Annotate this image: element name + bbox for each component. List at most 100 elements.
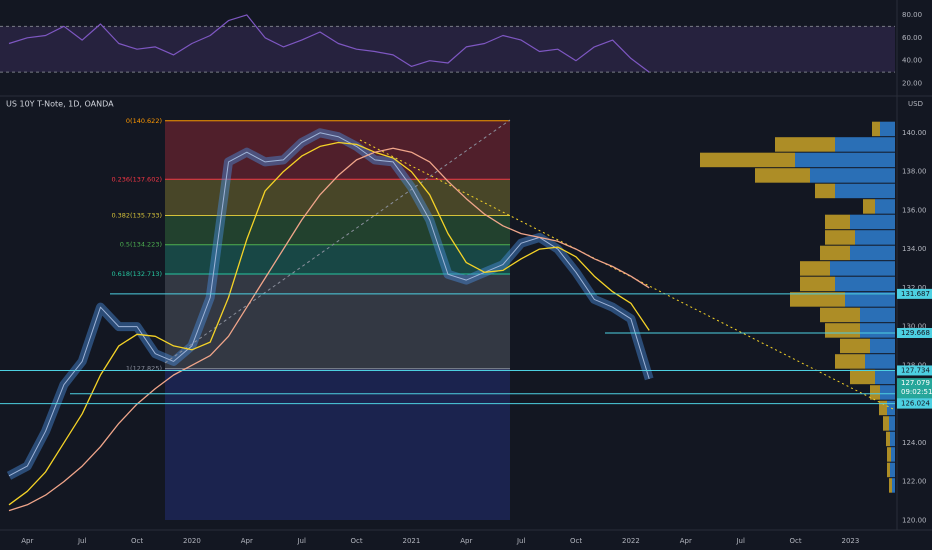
profile-down — [800, 276, 835, 292]
profile-down — [863, 199, 875, 214]
profile-down — [887, 447, 891, 462]
profile-down — [820, 307, 860, 323]
fib-label: 0.382(135.733) — [111, 211, 162, 219]
y-tick-label: 122.00 — [902, 478, 927, 486]
fib-label: 0.236(137.602) — [111, 175, 162, 183]
profile-up — [835, 137, 895, 152]
x-tick-label: 2020 — [183, 537, 201, 545]
level-tag — [897, 365, 932, 376]
profile-up — [891, 447, 895, 462]
y-tick-label: 128.00 — [902, 361, 927, 369]
y-tick-label: 130.00 — [902, 323, 927, 331]
y-tick-label: 140.00 — [902, 129, 927, 137]
profile-down — [840, 338, 870, 354]
fib-label: 0(140.622) — [126, 117, 162, 125]
profile-down — [883, 416, 889, 431]
background-layer — [0, 25, 895, 520]
currency-label: USD — [908, 100, 923, 108]
y-tick-label: 124.00 — [902, 439, 927, 447]
profile-up — [865, 354, 895, 369]
profile-down — [825, 230, 855, 245]
profile-up — [850, 245, 895, 261]
profile-up — [889, 416, 895, 431]
level-label: 127.734 — [901, 366, 930, 374]
profile-down — [820, 245, 850, 261]
profile-up — [880, 385, 895, 400]
countdown-label: 09:02:51 — [901, 388, 932, 396]
foreground-layer: 20.00 40.00 60.00 80.00 120.00 122.00 124.00 12… — [0, 11, 932, 545]
profile-down — [872, 121, 880, 137]
profile-down — [850, 369, 875, 385]
x-tick-label: 2022 — [622, 537, 640, 545]
fib-zone — [165, 368, 510, 520]
x-tick-label: Apr — [680, 537, 692, 545]
x-tick-label: Oct — [131, 537, 143, 545]
moving-average — [8, 147, 650, 512]
level-tag — [897, 288, 932, 299]
symbol-title: US 10Y T-Note, 1D, OANDA — [6, 100, 114, 109]
x-tick-label: Jul — [516, 537, 526, 545]
profile-down — [825, 323, 860, 338]
profile-down — [775, 137, 835, 152]
x-tick-label: Jul — [735, 537, 745, 545]
profile-down — [825, 214, 850, 230]
x-tick-label: Apr — [21, 537, 33, 545]
profile-down — [800, 261, 830, 276]
y-tick-label: 132.00 — [902, 284, 927, 292]
profile-up — [810, 168, 895, 183]
x-tick-label: Apr — [460, 537, 472, 545]
moving-average — [8, 141, 650, 506]
profile-up — [880, 121, 895, 137]
profile-up — [890, 462, 895, 478]
x-tick-label: Apr — [241, 537, 253, 545]
x-tick-label: 2021 — [403, 537, 421, 545]
profile-up — [855, 230, 895, 245]
profile-up — [875, 199, 895, 214]
fib-label: 1(127.825) — [126, 365, 162, 373]
last-price-label: 127.079 — [901, 379, 930, 387]
rsi-band — [0, 26, 895, 73]
level-tag — [897, 327, 932, 338]
x-tick-label: Jul — [77, 537, 87, 545]
fib-zone — [165, 273, 510, 369]
rsi-tick-label: 60.00 — [902, 34, 922, 42]
y-tick-label: 134.00 — [902, 245, 927, 253]
profile-up — [860, 323, 895, 338]
level-label: 126.024 — [901, 400, 930, 408]
rsi-line — [8, 14, 650, 73]
y-tick-label: 136.00 — [902, 206, 927, 214]
rsi-tick-label: 20.00 — [902, 80, 922, 88]
x-tick-label: Jul — [296, 537, 306, 545]
profile-down — [755, 168, 810, 183]
profile-down — [886, 431, 890, 447]
profile-up — [892, 478, 895, 493]
profile-down — [815, 183, 835, 199]
y-tick-label: 120.00 — [902, 516, 927, 524]
profile-down — [870, 385, 880, 400]
x-tick-label: 2023 — [842, 537, 860, 545]
profile-up — [887, 400, 895, 416]
profile-up — [835, 183, 895, 199]
fib-label: 0.5(134.223) — [120, 241, 162, 249]
profile-down — [835, 354, 865, 369]
profile-up — [835, 276, 895, 292]
profile-up — [830, 261, 895, 276]
level-tag — [897, 398, 932, 409]
level-label: 129.668 — [901, 329, 930, 337]
rsi-tick-label: 40.00 — [902, 57, 922, 65]
profile-down — [790, 292, 845, 307]
last-price-tag — [897, 378, 932, 399]
level-label: 131.687 — [901, 290, 930, 298]
profile-up — [890, 431, 895, 447]
x-tick-label: Oct — [350, 537, 362, 545]
fib-trend-line — [164, 119, 511, 364]
x-tick-label: Oct — [570, 537, 582, 545]
profile-up — [870, 338, 895, 354]
price-line — [8, 132, 650, 477]
profile-down — [879, 400, 887, 416]
y-tick-label: 138.00 — [902, 168, 927, 176]
profile-down — [700, 152, 795, 168]
